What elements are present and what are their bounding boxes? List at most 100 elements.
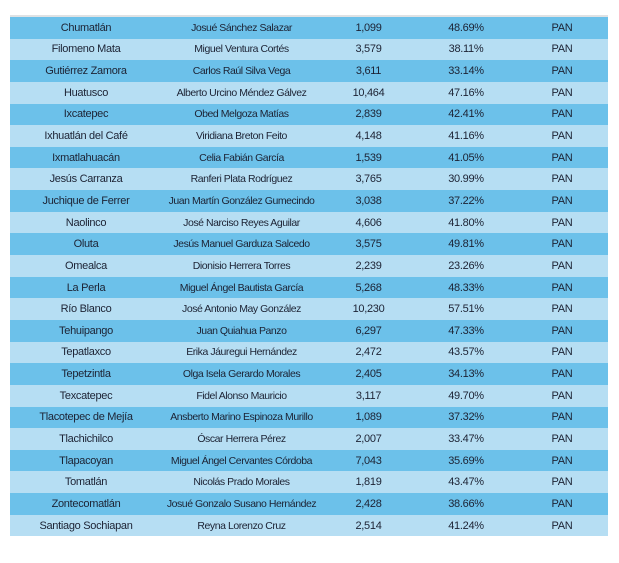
results-table: Chumatlán Josué Sánchez Salazar 1,099 48.69… (10, 17, 608, 537)
party-cell: PAN (516, 146, 608, 169)
municipality-cell: Ixmatlahuacán (10, 146, 162, 169)
municipality-cell: Ixhuatlán del Café (10, 125, 162, 147)
percentage-cell: 37.22% (416, 190, 516, 212)
municipality-cell: Gutiérrez Zamora (10, 60, 162, 82)
percentage-cell: 30.99% (416, 168, 516, 191)
votes-cell: 2,514 (321, 514, 416, 537)
table-row: Ixcatepec Obed Melgoza Matías 2,839 42.41% P… (10, 103, 608, 126)
votes-cell: 6,297 (321, 319, 416, 342)
votes-cell: 1,819 (321, 471, 416, 494)
party-cell: PAN (516, 81, 608, 104)
table-row: Gutiérrez Zamora Carlos Raúl Silva Vega 3,… (10, 60, 608, 82)
results-table-body: Chumatlán Josué Sánchez Salazar 1,099 48.69… (10, 17, 608, 537)
party-cell: PAN (516, 60, 608, 82)
party-cell: PAN (516, 428, 608, 450)
votes-cell: 3,611 (321, 60, 416, 82)
votes-cell: 1,539 (321, 146, 416, 169)
party-cell: PAN (516, 514, 608, 537)
votes-cell: 4,148 (321, 125, 416, 147)
candidate-cell: Josué Gonzalo Susano Hernández (162, 493, 321, 515)
table-row: Tehuipango Juan Quiahua Panzo 6,297 47.33% P… (10, 319, 608, 342)
percentage-cell: 49.81% (416, 233, 516, 256)
votes-cell: 3,765 (321, 168, 416, 191)
candidate-cell: Nicolás Prado Morales (162, 471, 321, 494)
municipality-cell: Tlacotepec de Mejía (10, 406, 162, 429)
party-cell: PAN (516, 384, 608, 407)
candidate-cell: Reyna Lorenzo Cruz (162, 514, 321, 537)
party-cell: PAN (516, 211, 608, 234)
candidate-cell: José Narciso Reyes Aguilar (162, 211, 321, 234)
municipality-cell: Juchique de Ferrer (10, 190, 162, 212)
table-row: Tlachichilco Óscar Herrera Pérez 2,007 33.4… (10, 428, 608, 450)
municipality-cell: Río Blanco (10, 298, 162, 320)
municipality-cell: Tehuipango (10, 319, 162, 342)
municipality-cell: Texcatepec (10, 384, 162, 407)
party-cell: PAN (516, 125, 608, 147)
table-row: Santiago Sochiapan Reyna Lorenzo Cruz 2,51… (10, 514, 608, 537)
municipality-cell: Tepatlaxco (10, 341, 162, 364)
party-cell: PAN (516, 255, 608, 277)
percentage-cell: 48.33% (416, 276, 516, 299)
party-cell: PAN (516, 276, 608, 299)
party-cell: PAN (516, 103, 608, 126)
votes-cell: 5,268 (321, 276, 416, 299)
candidate-cell: Obed Melgoza Matías (162, 103, 321, 126)
percentage-cell: 48.69% (416, 17, 516, 39)
votes-cell: 2,428 (321, 493, 416, 515)
party-cell: PAN (516, 233, 608, 256)
votes-cell: 2,239 (321, 255, 416, 277)
municipality-cell: Jesús Carranza (10, 168, 162, 191)
percentage-cell: 47.33% (416, 319, 516, 342)
percentage-cell: 41.05% (416, 146, 516, 169)
municipality-cell: Naolinco (10, 211, 162, 234)
percentage-cell: 41.16% (416, 125, 516, 147)
party-cell: PAN (516, 406, 608, 429)
table-row: La Perla Miguel Ángel Bautista García 5,26… (10, 276, 608, 299)
candidate-cell: Dionisio Herrera Torres (162, 255, 321, 277)
candidate-cell: Viridiana Breton Feito (162, 125, 321, 147)
candidate-cell: José Antonio May González (162, 298, 321, 320)
percentage-cell: 33.47% (416, 428, 516, 450)
votes-cell: 10,464 (321, 81, 416, 104)
candidate-cell: Jesús Manuel Garduza Salcedo (162, 233, 321, 256)
votes-cell: 2,472 (321, 341, 416, 364)
table-row: Chumatlán Josué Sánchez Salazar 1,099 48.69… (10, 17, 608, 39)
party-cell: PAN (516, 319, 608, 342)
table-row: Tepetzintla Olga Isela Gerardo Morales 2,4… (10, 363, 608, 385)
results-table-container: Chumatlán Josué Sánchez Salazar 1,099 48.69… (10, 17, 608, 537)
table-row: Tlapacoyan Miguel Ángel Cervantes Córdoba… (10, 449, 608, 472)
votes-cell: 3,575 (321, 233, 416, 256)
table-row: Zontecomatlán Josué Gonzalo Susano Hernán… (10, 493, 608, 515)
municipality-cell: Ixcatepec (10, 103, 162, 126)
votes-cell: 10,230 (321, 298, 416, 320)
candidate-cell: Olga Isela Gerardo Morales (162, 363, 321, 385)
table-row: Oluta Jesús Manuel Garduza Salcedo 3,575 49… (10, 233, 608, 256)
percentage-cell: 37.32% (416, 406, 516, 429)
candidate-cell: Erika Jáuregui Hernández (162, 341, 321, 364)
candidate-cell: Josué Sánchez Salazar (162, 17, 321, 39)
candidate-cell: Óscar Herrera Pérez (162, 428, 321, 450)
party-cell: PAN (516, 449, 608, 472)
table-row: Texcatepec Fidel Alonso Mauricio 3,117 49.7… (10, 384, 608, 407)
municipality-cell: Tepetzintla (10, 363, 162, 385)
percentage-cell: 42.41% (416, 103, 516, 126)
table-row: Naolinco José Narciso Reyes Aguilar 4,606 4… (10, 211, 608, 234)
table-row: Huatusco Alberto Urcino Méndez Gálvez 10,4… (10, 81, 608, 104)
percentage-cell: 41.80% (416, 211, 516, 234)
candidate-cell: Carlos Raúl Silva Vega (162, 60, 321, 82)
party-cell: PAN (516, 38, 608, 61)
percentage-cell: 38.66% (416, 493, 516, 515)
table-row: Tepatlaxco Erika Jáuregui Hernández 2,472 4… (10, 341, 608, 364)
table-row: Ixmatlahuacán Celia Fabián García 1,539 41.… (10, 146, 608, 169)
percentage-cell: 41.24% (416, 514, 516, 537)
candidate-cell: Celia Fabián García (162, 146, 321, 169)
percentage-cell: 49.70% (416, 384, 516, 407)
municipality-cell: Tlachichilco (10, 428, 162, 450)
table-row: Tlacotepec de Mejía Ansberto Marino Espin… (10, 406, 608, 429)
party-cell: PAN (516, 298, 608, 320)
table-row: Ixhuatlán del Café Viridiana Breton Feito… (10, 125, 608, 147)
percentage-cell: 34.13% (416, 363, 516, 385)
municipality-cell: Chumatlán (10, 17, 162, 39)
votes-cell: 3,117 (321, 384, 416, 407)
party-cell: PAN (516, 493, 608, 515)
